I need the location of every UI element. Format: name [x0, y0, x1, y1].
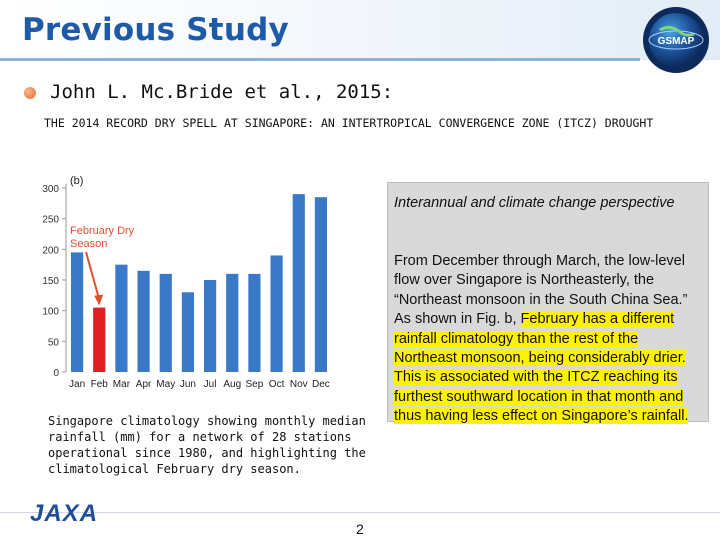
- bar-oct: [270, 255, 283, 372]
- x-tick-label: Sep: [246, 379, 264, 390]
- y-tick-label: 250: [42, 215, 59, 226]
- bar-apr: [137, 270, 150, 372]
- bar-mar: [115, 264, 128, 372]
- paper-title: THE 2014 RECORD DRY SPELL AT SINGAPORE: …: [44, 116, 654, 130]
- x-tick-label: May: [156, 379, 175, 390]
- x-tick-label: Jan: [69, 379, 85, 390]
- footer-divider: [0, 512, 720, 513]
- perspective-textbox: Interannual and climate change perspecti…: [387, 182, 709, 425]
- y-tick-label: 200: [42, 245, 59, 256]
- y-tick-label: 50: [48, 337, 60, 348]
- annotation-arrowhead: [94, 294, 104, 306]
- x-tick-label: Mar: [113, 379, 131, 390]
- bar-jan: [70, 252, 84, 372]
- logo-text: GSMAP: [658, 36, 695, 47]
- bullet-icon: [24, 87, 36, 99]
- slide-title: Previous Study: [22, 12, 289, 48]
- x-tick-label: Jun: [180, 379, 196, 390]
- y-tick-label: 150: [42, 276, 59, 287]
- x-tick-label: Dec: [312, 379, 330, 390]
- x-tick-label: Nov: [290, 379, 308, 390]
- bar-dec: [314, 197, 328, 372]
- bar-sep: [248, 273, 261, 372]
- bar-aug: [226, 273, 239, 372]
- annotation-text: February Dry: [70, 225, 135, 237]
- gsmap-logo: GSMAP: [643, 7, 709, 73]
- figure-caption: Singapore climatology showing monthly me…: [48, 414, 366, 476]
- bar-may: [159, 273, 172, 372]
- header-divider: [0, 58, 640, 61]
- x-tick-label: Feb: [91, 379, 109, 390]
- slide-header: [0, 0, 720, 60]
- y-tick-label: 100: [42, 307, 59, 318]
- textbox-heading: Interannual and climate change perspecti…: [394, 195, 675, 211]
- bar-nov: [292, 194, 305, 372]
- page-number: 2: [356, 521, 364, 537]
- jaxa-logo: JAXA: [30, 500, 99, 527]
- author-citation: John L. Mc.Bride et al., 2015:: [50, 81, 394, 103]
- annotation-text: Season: [70, 238, 107, 250]
- x-tick-label: Apr: [136, 379, 152, 390]
- annotation-arrow: [85, 251, 101, 300]
- bar-feb: [93, 307, 106, 372]
- highlighted-text: February has a different rainfall climat…: [394, 311, 689, 425]
- textbox-body-text: From December through March, the low-lev…: [394, 253, 688, 328]
- x-tick-label: Oct: [269, 379, 285, 390]
- panel-label: (b): [70, 175, 83, 187]
- textbox-body: From December through March, the low-lev…: [394, 252, 700, 427]
- y-tick-label: 0: [53, 368, 59, 379]
- bar-jun: [181, 292, 195, 372]
- x-tick-label: Aug: [223, 379, 241, 390]
- rainfall-bar-chart: 0 50 100 150 200 250 300 (b) Jan Feb Mar Apr May Jun J…: [42, 175, 330, 390]
- x-tick-label: Jul: [204, 379, 217, 390]
- bar-jul: [203, 280, 217, 372]
- y-tick-label: 300: [42, 184, 59, 195]
